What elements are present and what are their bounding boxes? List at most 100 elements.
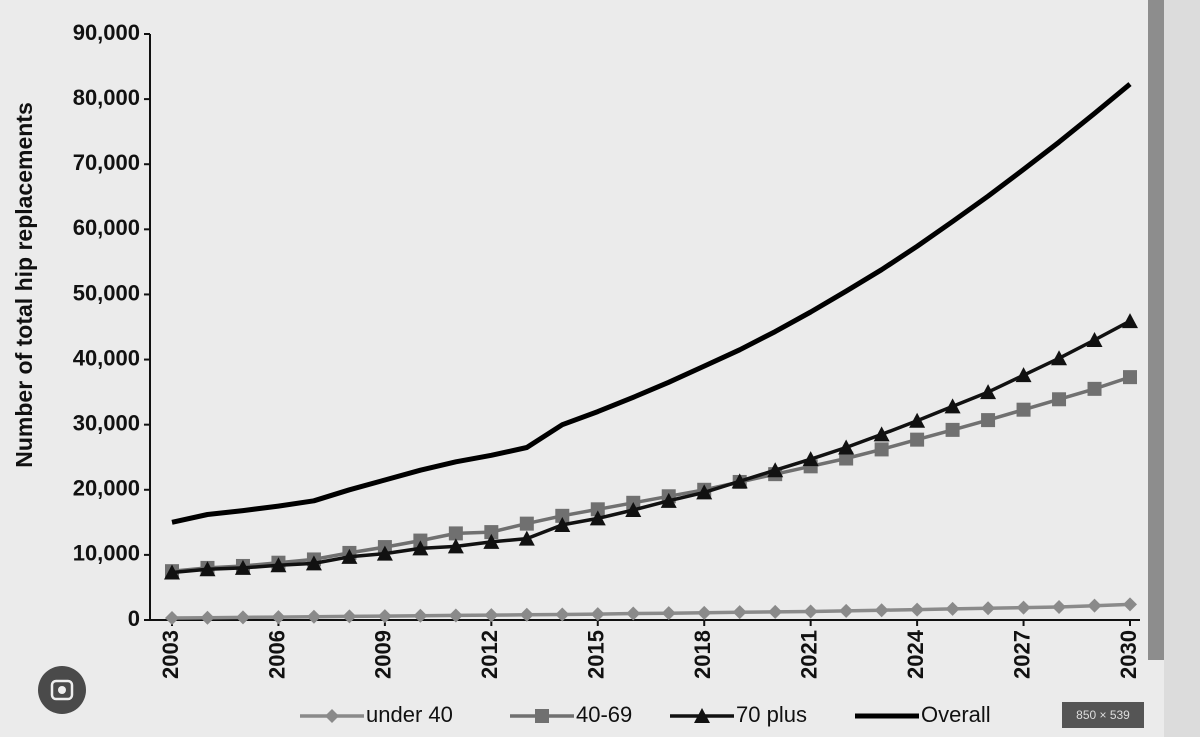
x-tick-label: 2030: [1116, 630, 1141, 679]
x-tick-label: 2021: [796, 630, 821, 679]
legend-label: Overall: [921, 702, 991, 727]
y-tick-label: 20,000: [73, 476, 140, 501]
point-marker: [199, 561, 216, 577]
y-tick-label: 40,000: [73, 345, 140, 370]
series-line: [171, 82, 1132, 525]
point-marker: [590, 607, 605, 622]
y-tick-label: 90,000: [73, 20, 140, 45]
point-marker: [484, 608, 499, 623]
point-marker: [910, 432, 925, 447]
point-marker: [448, 608, 463, 623]
point-marker: [590, 502, 605, 517]
series-line: [171, 602, 1131, 620]
y-tick-label: 0: [128, 606, 140, 631]
legend-marker: [535, 709, 549, 723]
point-marker: [874, 603, 889, 618]
point-marker: [802, 451, 819, 467]
point-marker: [554, 516, 571, 532]
point-marker: [767, 462, 784, 478]
point-marker: [981, 601, 996, 616]
point-marker: [305, 555, 322, 571]
point-marker: [660, 492, 677, 508]
point-marker: [235, 610, 250, 625]
point-marker: [731, 473, 748, 489]
point-marker: [270, 557, 287, 573]
point-marker: [944, 398, 961, 414]
point-marker: [945, 601, 960, 616]
point-marker: [1016, 402, 1031, 417]
point-marker: [448, 526, 463, 541]
y-tick-label: 50,000: [73, 280, 140, 305]
series-line: [171, 375, 1131, 573]
point-marker: [1086, 332, 1103, 348]
point-marker: [1016, 600, 1031, 615]
point-marker: [910, 602, 925, 617]
point-marker: [447, 538, 464, 554]
point-marker: [1123, 370, 1137, 385]
y-tick-label: 70,000: [73, 150, 140, 175]
legend-marker: [694, 708, 710, 723]
point-marker: [234, 559, 251, 575]
series-line: [171, 319, 1131, 575]
point-marker: [519, 607, 534, 622]
point-marker: [555, 607, 570, 622]
point-marker: [1052, 392, 1067, 407]
y-tick-label: 80,000: [73, 85, 140, 110]
point-marker: [661, 606, 676, 621]
point-marker: [1122, 313, 1138, 329]
x-tick-label: 2027: [1009, 630, 1034, 679]
point-marker: [625, 501, 642, 517]
point-marker: [341, 548, 358, 564]
legend-label: 70 plus: [736, 702, 807, 727]
y-axis-title: Number of total hip replacements: [11, 102, 37, 468]
legend-marker: [325, 709, 339, 723]
point-marker: [839, 603, 854, 618]
lens-frame: [50, 679, 74, 701]
point-marker: [803, 604, 818, 619]
point-marker: [873, 426, 890, 442]
point-marker: [981, 413, 996, 428]
point-marker: [413, 608, 428, 623]
x-tick-label: 2012: [477, 630, 502, 679]
point-marker: [1123, 597, 1137, 612]
point-marker: [377, 609, 392, 624]
point-marker: [483, 533, 500, 549]
x-tick-label: 2006: [264, 630, 289, 679]
point-marker: [200, 610, 215, 625]
point-marker: [874, 442, 889, 457]
y-tick-label: 10,000: [73, 541, 140, 566]
point-marker: [1087, 598, 1102, 613]
point-marker: [164, 564, 180, 580]
point-marker: [1051, 350, 1068, 366]
point-marker: [589, 510, 606, 526]
point-marker: [732, 605, 747, 620]
lens-dot: [58, 686, 66, 694]
point-marker: [306, 609, 321, 624]
point-marker: [945, 422, 960, 437]
point-marker: [696, 484, 713, 500]
point-marker: [626, 606, 641, 621]
lens-icon[interactable]: [38, 666, 86, 714]
y-tick-label: 60,000: [73, 215, 140, 240]
x-tick-label: 2018: [690, 630, 715, 679]
point-marker: [376, 545, 393, 561]
point-marker: [271, 610, 286, 625]
point-marker: [518, 530, 535, 546]
point-marker: [484, 525, 499, 540]
point-marker: [980, 384, 997, 400]
point-marker: [768, 604, 783, 619]
point-marker: [519, 516, 534, 531]
x-tick-label: 2015: [584, 630, 609, 679]
point-marker: [839, 451, 854, 466]
y-tick-label: 30,000: [73, 410, 140, 435]
point-marker: [1052, 599, 1067, 614]
x-tick-label: 2009: [371, 630, 396, 679]
x-tick-label: 2003: [158, 630, 183, 679]
point-marker: [555, 508, 570, 523]
point-marker: [1087, 381, 1102, 396]
legend-label: under 40: [366, 702, 453, 727]
point-marker: [342, 609, 357, 624]
